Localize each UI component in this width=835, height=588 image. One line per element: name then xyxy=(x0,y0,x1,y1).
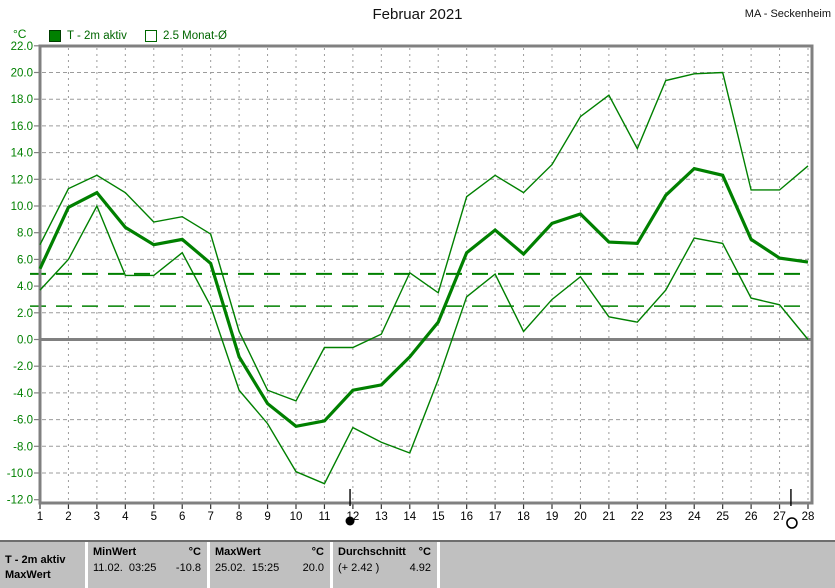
y-tick-label: -4.0 xyxy=(13,388,33,400)
x-tick-label: 6 xyxy=(179,511,185,523)
x-tick-label: 3 xyxy=(94,511,100,523)
info-durchschnitt-cell: Durchschnitt °C (+ 2.42 ) 4.92 xyxy=(333,542,437,588)
info-bar-separator xyxy=(437,542,440,588)
x-tick-label: 15 xyxy=(432,511,445,523)
series-line-aktiv xyxy=(38,166,809,428)
maxwert-value: 20.0 xyxy=(302,562,324,574)
x-tick-label: 13 xyxy=(375,511,388,523)
y-tick-label: -8.0 xyxy=(13,441,33,453)
y-tick-label: 18.0 xyxy=(11,94,33,106)
x-tick-label: 16 xyxy=(460,511,473,523)
maxwert-datetime: 25.02. 15:25 xyxy=(215,562,280,574)
durchschnitt-value: 4.92 xyxy=(409,562,431,574)
x-tick-label: 21 xyxy=(602,511,615,523)
y-tick-label: -2.0 xyxy=(13,361,33,373)
x-tick-label: 14 xyxy=(403,511,416,523)
x-tick-label: 10 xyxy=(290,511,303,523)
legend-swatch-outline-icon xyxy=(145,30,157,42)
y-tick-label: 14.0 xyxy=(11,148,33,160)
plot-border xyxy=(38,44,814,505)
minwert-datetime: 11.02. 03:25 xyxy=(93,562,157,574)
info-bar-separator xyxy=(207,542,210,588)
page-title: Februar 2021 xyxy=(372,6,463,23)
minwert-value: -10.8 xyxy=(175,562,201,574)
y-tick-label: -6.0 xyxy=(13,415,33,427)
x-tick-label: 28 xyxy=(802,511,815,523)
x-tick-label: 5 xyxy=(151,511,157,523)
info-bar-separator xyxy=(85,542,88,588)
x-tick-label: 11 xyxy=(318,511,330,523)
durchschnitt-delta: (+ 2.42 ) xyxy=(338,562,380,574)
legend-swatch-filled-icon xyxy=(49,30,61,42)
legend-label-aktiv: T - 2m aktiv xyxy=(67,30,127,42)
y-tick-label: 8.0 xyxy=(17,228,33,240)
y-tick-label: 0.0 xyxy=(17,335,33,347)
chart-plot-area[interactable]: 22.020.018.016.014.012.010.08.06.04.02.0… xyxy=(0,0,835,538)
full-moon-icon xyxy=(786,517,798,529)
info-curve-name: T - 2m aktiv xyxy=(5,554,66,566)
x-tick-label: 20 xyxy=(574,511,587,523)
info-curve-block: T - 2m aktiv MaxWert xyxy=(0,542,85,588)
x-tick-label: 23 xyxy=(659,511,672,523)
y-tick-label: -12.0 xyxy=(7,495,33,507)
maxwert-unit: °C xyxy=(311,546,324,558)
x-tick-label: 18 xyxy=(517,511,530,523)
y-tick-label: 22.0 xyxy=(11,41,33,53)
legend-item-aktiv: T - 2m aktiv xyxy=(49,30,127,42)
y-axis-unit-label: °C xyxy=(13,27,27,41)
x-tick-label: 19 xyxy=(546,511,559,523)
x-tick-label: 8 xyxy=(236,511,242,523)
x-tick-label: 9 xyxy=(264,511,270,523)
info-minwert-cell: MinWert °C 11.02. 03:25 -10.8 xyxy=(88,542,207,588)
y-tick-label: 10.0 xyxy=(11,201,33,213)
x-tick-label: 4 xyxy=(122,511,129,523)
y-tick-label: 20.0 xyxy=(11,68,33,80)
x-tick-label: 2 xyxy=(65,511,71,523)
info-maxwert-cell: MaxWert °C 25.02. 15:25 20.0 xyxy=(210,542,330,588)
info-bar-separator xyxy=(330,542,333,588)
series-line-min xyxy=(39,204,809,485)
x-tick-label: 25 xyxy=(716,511,729,523)
info-curve-mode: MaxWert xyxy=(5,569,51,581)
y-tick-label: -10.0 xyxy=(7,468,33,480)
x-tick-label: 27 xyxy=(773,511,786,523)
series-line-max xyxy=(39,71,809,402)
maxwert-header: MaxWert xyxy=(215,546,261,558)
new-moon-icon xyxy=(345,516,355,526)
x-tick-label: 1 xyxy=(37,511,43,523)
y-tick-label: 12.0 xyxy=(11,174,33,186)
legend-label-monatsavg: 2.5 Monat-Ø xyxy=(163,30,227,42)
station-label: MA - Seckenheim xyxy=(744,8,831,20)
y-tick-label: 6.0 xyxy=(17,254,33,266)
y-tick-label: 16.0 xyxy=(11,121,33,133)
x-tick-label: 22 xyxy=(631,511,644,523)
x-tick-label: 17 xyxy=(489,511,502,523)
durchschnitt-header: Durchschnitt xyxy=(338,546,406,558)
y-tick-label: 2.0 xyxy=(17,308,33,320)
minwert-unit: °C xyxy=(188,546,201,558)
durchschnitt-unit: °C xyxy=(418,546,431,558)
legend-item-monatsavg: 2.5 Monat-Ø xyxy=(145,30,227,42)
minwert-header: MinWert xyxy=(93,546,137,558)
x-tick-label: 7 xyxy=(207,511,213,523)
info-bar: T - 2m aktiv MaxWert MinWert °C 11.02. 0… xyxy=(0,540,835,588)
x-tick-label: 26 xyxy=(745,511,758,523)
x-tick-label: 24 xyxy=(688,511,701,523)
y-tick-label: 4.0 xyxy=(17,281,33,293)
